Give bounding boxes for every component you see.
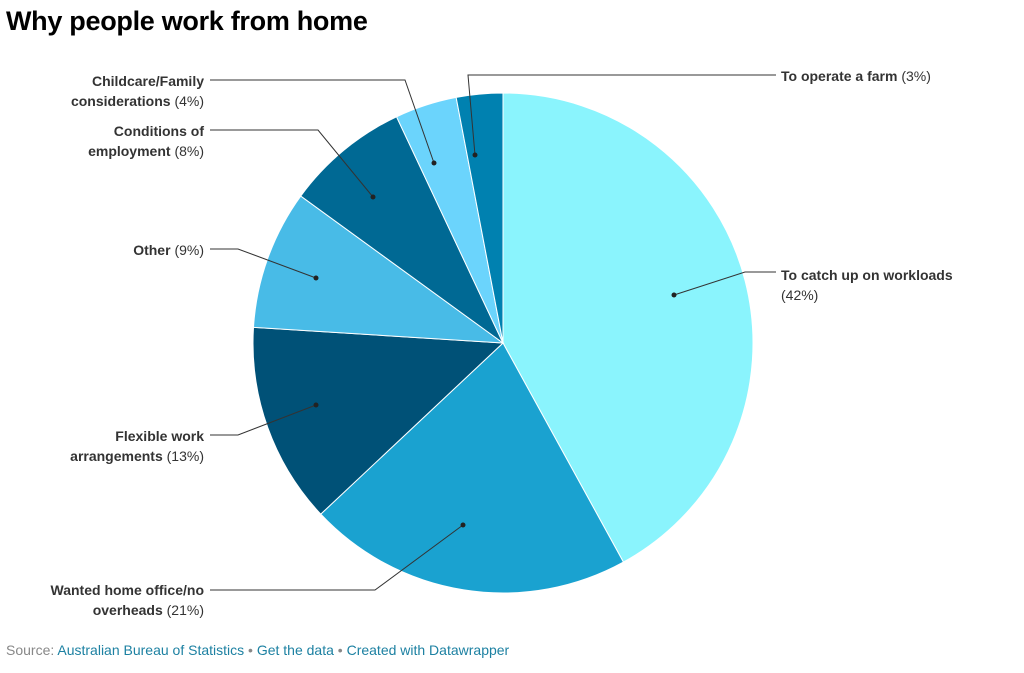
pie-slice-flexible-work [252,326,505,515]
leader-dot-flexible-work [313,402,319,408]
leader-line-catch-up-workloads [673,271,776,296]
leader-line-other [210,248,317,279]
label-percent: (4%) [174,93,204,109]
pie-slice-home-office [320,342,625,594]
label-percent: (9%) [174,242,204,258]
label-percent: (3%) [901,68,931,84]
leader-dot-home-office [460,522,466,528]
label-text-line2: employment [88,143,171,159]
created-with-link[interactable]: Created with Datawrapper [346,642,510,658]
label-text-line2: overheads [92,602,163,618]
label-catch-up-workloads: To catch up on workloads (42%) [781,265,953,305]
footer-separator: • [337,642,343,658]
label-text: Conditions of [113,123,204,139]
pie-slice-operate-farm [455,92,504,344]
pie-slice-catch-up-workloads [502,92,754,563]
leader-dot-childcare-family [431,160,437,166]
footer-separator: • [248,642,253,658]
label-text: Other [133,242,171,258]
label-home-office: Wanted home office/no overheads (21%) [0,580,204,620]
label-operate-farm: To operate a farm (3%) [781,66,931,86]
source-prefix: Source: [6,642,55,658]
leader-line-conditions-employment [210,129,374,198]
label-conditions-employment: Conditions of employment (8%) [0,121,204,161]
pie-slice-other [252,195,505,344]
leader-line-operate-farm [467,74,776,156]
leader-dot-other [313,275,319,281]
leader-dot-conditions-employment [370,194,376,200]
label-text-line2: arrangements [70,448,163,464]
label-childcare-family: Childcare/Family considerations (4%) [0,71,204,111]
label-text: To catch up on workloads [781,267,953,283]
label-text: Childcare/Family [91,73,204,89]
label-text: Wanted home office/no [50,582,204,598]
pie-slice-conditions-employment [300,116,504,344]
label-other: Other (9%) [0,240,204,260]
chart-title: Why people work from home [6,6,368,36]
label-flexible-work: Flexible work arrangements (13%) [0,426,204,466]
label-text: To operate a farm [781,68,898,84]
label-percent: (42%) [781,287,819,303]
label-text-line2: considerations [70,93,171,109]
leader-line-childcare-family [210,79,435,164]
leader-dot-catch-up-workloads [671,292,677,298]
label-text: Flexible work [115,428,204,444]
leader-line-home-office [210,524,464,591]
label-percent: (13%) [166,448,204,464]
get-data-link[interactable]: Get the data [256,642,334,658]
chart-footer: Source: Australian Bureau of Statistics … [6,642,509,658]
leader-dot-operate-farm [472,152,478,158]
source-link[interactable]: Australian Bureau of Statistics [57,642,245,658]
leader-line-flexible-work [210,404,317,436]
label-percent: (21%) [166,602,204,618]
label-percent: (8%) [174,143,204,159]
